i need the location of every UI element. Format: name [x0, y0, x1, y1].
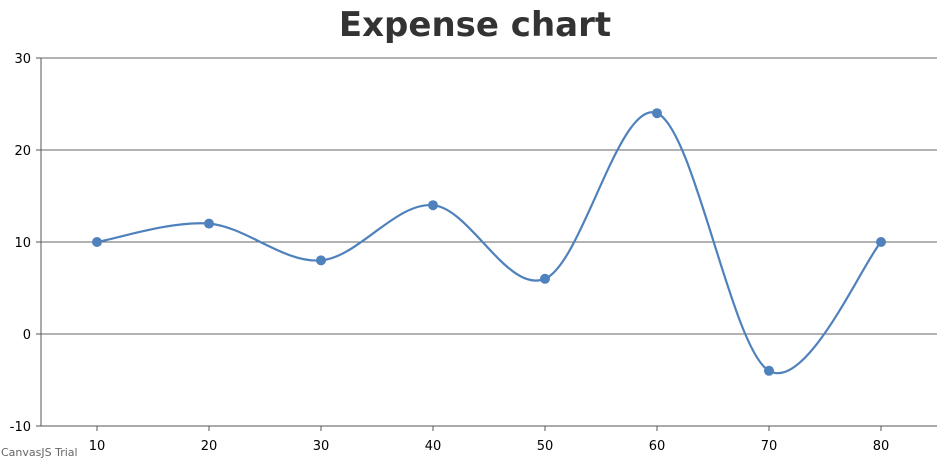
x-tick-label: 40 — [425, 439, 442, 454]
x-tick-label: 30 — [313, 439, 330, 454]
data-point[interactable] — [428, 200, 438, 211]
x-tick-label: 10 — [89, 439, 106, 454]
x-tick-label: 70 — [761, 439, 778, 454]
data-point[interactable] — [92, 237, 102, 247]
chart-title: Expense chart — [339, 5, 611, 45]
grid-lines — [41, 57, 937, 335]
data-point[interactable] — [204, 218, 214, 229]
credit-text: CanvasJS Trial — [1, 446, 78, 459]
y-tick-labels: -10 0 10 20 30 — [10, 52, 31, 435]
y-tick-label: -10 — [10, 420, 31, 435]
data-point[interactable] — [652, 108, 662, 119]
data-point[interactable] — [316, 255, 326, 266]
y-tick-label: 10 — [14, 236, 31, 251]
x-tick-label: 60 — [649, 439, 666, 454]
y-tick-label: 0 — [23, 328, 31, 343]
x-tick-label: 80 — [873, 439, 890, 454]
x-tick-labels: 10 20 30 40 50 60 70 80 — [89, 439, 890, 454]
x-tick-label: 20 — [201, 439, 218, 454]
data-point[interactable] — [540, 273, 550, 284]
y-tick-label: 20 — [14, 144, 31, 159]
series — [92, 108, 886, 376]
axes — [36, 57, 937, 431]
x-tick-label: 50 — [537, 439, 554, 454]
data-point[interactable] — [876, 237, 886, 247]
y-tick-label: 30 — [14, 52, 31, 67]
data-point[interactable] — [764, 365, 774, 376]
